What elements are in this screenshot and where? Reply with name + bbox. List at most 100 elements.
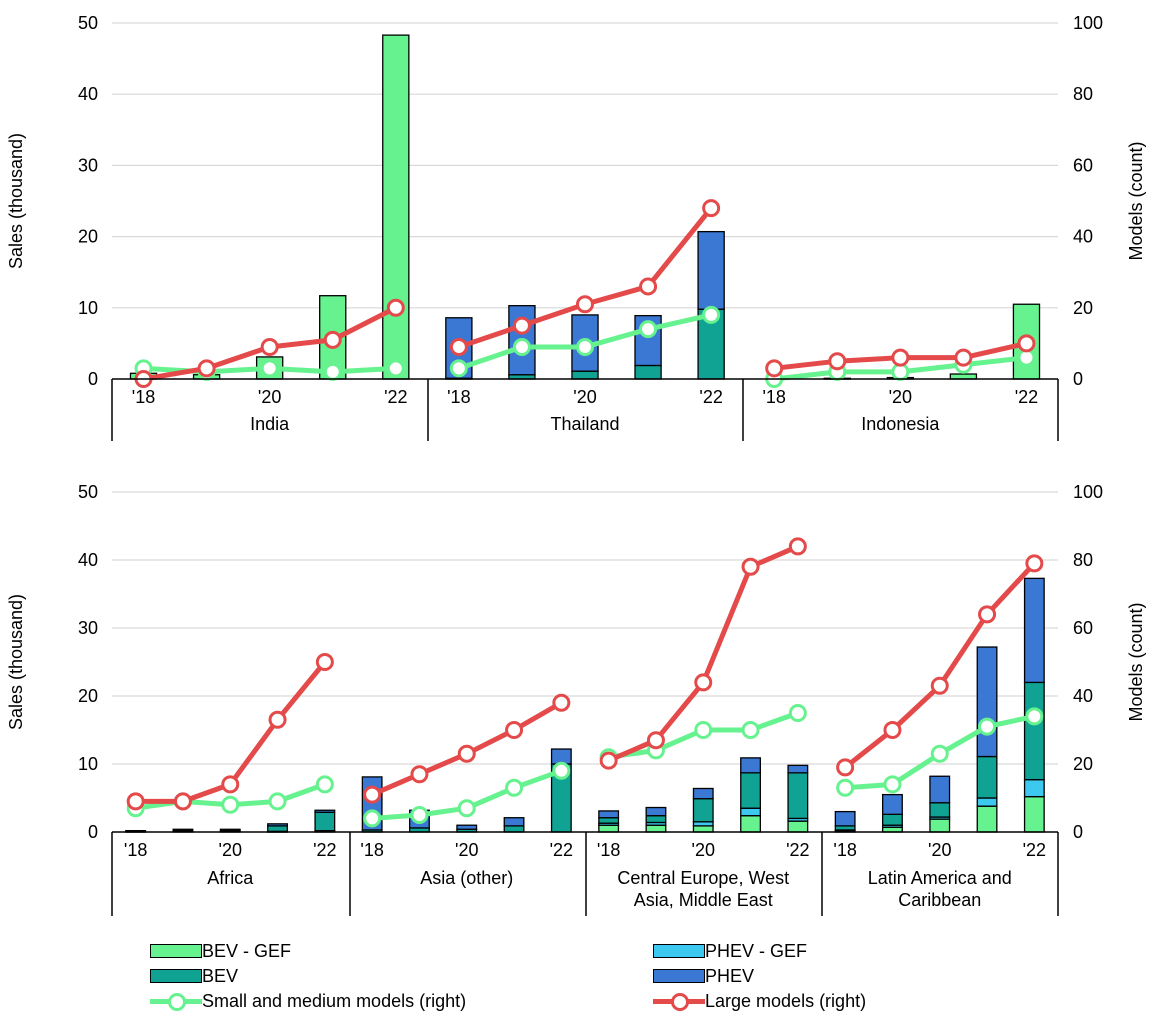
bev-gef-swatch (150, 944, 202, 958)
legend-item-small-medium: Small and medium models (right) (150, 990, 466, 1012)
small-medium-marker (457, 799, 476, 818)
y-tick-label: 30 (78, 155, 98, 175)
bar-segment-phev (314, 809, 336, 813)
small-medium-marker (702, 305, 721, 324)
large-models-marker (930, 676, 949, 695)
group-label: Latin America and Caribbean (868, 868, 1012, 910)
x-tick-label: '20 (573, 387, 596, 407)
large-models-marker (260, 337, 279, 356)
bar-segment-phev (787, 764, 809, 774)
large-models-marker (512, 316, 531, 335)
legend-label-bev: BEV (202, 965, 239, 986)
small-medium-marker (363, 809, 382, 828)
large-models-marker (599, 751, 618, 770)
large-models-marker (221, 775, 240, 794)
bar-segment-bev-gef (740, 815, 761, 833)
bar-segment-phev (503, 817, 525, 827)
bar-segment-bev (929, 802, 951, 818)
bar-segment-bev (740, 772, 761, 809)
large-models-marker (315, 653, 334, 671)
y2-tick-label: 60 (1073, 155, 1093, 175)
small-medium-marker (741, 721, 760, 739)
x-tick-label: '22 (384, 387, 407, 407)
x-tick-label: '22 (699, 387, 722, 407)
large-models-marker (765, 359, 784, 378)
x-tick-label: '18 (597, 840, 620, 860)
bar-segment-phev (550, 748, 572, 765)
large-models-marker (576, 295, 594, 314)
group-label: Thailand (550, 414, 619, 434)
y2-tick-label: 20 (1073, 754, 1093, 774)
bar-segment-phev (598, 810, 620, 819)
x-tick-label: '18 (360, 840, 383, 860)
group-label: Africa (207, 868, 254, 888)
large-models-marker (173, 792, 192, 811)
y-tick-label: 50 (78, 13, 98, 33)
large-models-marker (702, 199, 721, 218)
x-tick-label: '18 (447, 387, 470, 407)
legend-item-bev-gef: BEV - GEF (150, 940, 291, 962)
y-axis-title: Sales (thousand) (6, 594, 26, 730)
bar-segment-bev (882, 813, 903, 826)
bar-segment-phev (172, 828, 194, 832)
group-label: Asia (other) (420, 868, 513, 888)
small-medium-marker (386, 359, 405, 378)
large-models-marker (410, 765, 429, 784)
large-models-marker (323, 330, 342, 349)
large-models-marker (741, 557, 760, 576)
bar-segment-bev (692, 798, 714, 823)
bar-segment-phev (634, 314, 662, 367)
group-label: Indonesia (861, 414, 940, 434)
small-medium-marker (315, 775, 334, 794)
bar-segment-phev (882, 793, 903, 815)
large-models-marker (386, 298, 405, 317)
bar-segment-bev-gef (1023, 795, 1045, 833)
large-models-marker (954, 348, 973, 367)
bar-segment-bev-gef (787, 820, 809, 833)
y-tick-label: 20 (78, 227, 98, 247)
bar-segment-bev (634, 364, 662, 380)
y2-tick-label: 80 (1073, 550, 1093, 570)
small-medium-marker (883, 775, 902, 794)
small-medium-marker (512, 337, 531, 356)
bar-segment-phev-gef (1023, 778, 1045, 798)
phev-gef-swatch (653, 944, 705, 958)
y2-axis-title: Models (count) (1126, 141, 1146, 260)
y2-tick-label: 0 (1073, 369, 1083, 389)
bar-segment-bev (314, 811, 336, 832)
small-medium-marker (449, 359, 468, 378)
legend-item-phev: PHEV (653, 965, 754, 987)
x-tick-label: '20 (258, 387, 281, 407)
y-tick-label: 40 (78, 84, 98, 104)
bar-segment-phev (456, 824, 478, 830)
bar-segment-bev (976, 755, 998, 799)
large-models-marker (836, 758, 855, 777)
small-medium-marker (788, 704, 807, 722)
bar-segment-phev (267, 823, 288, 827)
x-tick-label: '22 (786, 840, 809, 860)
y-tick-label: 10 (78, 298, 98, 318)
x-tick-label: '18 (833, 840, 856, 860)
large-swatch (653, 993, 705, 1011)
bar-segment-phev (692, 787, 714, 800)
group-label: India (250, 414, 290, 434)
large-models-marker (457, 744, 476, 763)
x-tick-label: '22 (550, 840, 573, 860)
y-tick-label: 30 (78, 618, 98, 638)
legend-label-phev-gef: PHEV - GEF (705, 940, 808, 961)
bar-segment-phev (645, 806, 667, 817)
small-medium-marker (836, 778, 855, 797)
bar-segment-bev-gef (976, 805, 998, 833)
y-tick-label: 40 (78, 550, 98, 570)
large-models-marker (788, 537, 807, 556)
x-tick-label: '20 (889, 387, 912, 407)
bar-segment-bev (571, 370, 599, 380)
small-medium-marker (1025, 707, 1044, 726)
x-tick-label: '22 (1023, 840, 1046, 860)
bar-segment-bev-gef (929, 818, 951, 833)
small-medium-marker (260, 359, 279, 378)
large-models-marker (363, 785, 382, 804)
x-tick-label: '20 (928, 840, 951, 860)
group-label: Central Europe, West Asia, Middle East (617, 868, 789, 910)
